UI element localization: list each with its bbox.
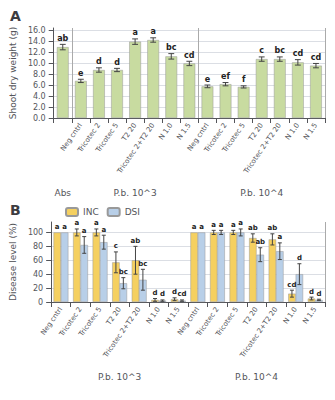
svg-text:DSI: DSI [125, 207, 140, 217]
svg-text:cd: cd [177, 290, 186, 298]
svg-text:Neg cntrl: Neg cntrl [39, 305, 65, 337]
svg-text:ab: ab [268, 224, 278, 232]
svg-text:cd: cd [287, 281, 296, 289]
svg-text:100: 100 [28, 228, 43, 237]
svg-text:e: e [78, 69, 84, 78]
svg-text:T2 20: T2 20 [246, 122, 265, 144]
svg-text:a: a [211, 221, 216, 229]
svg-text:d: d [96, 57, 102, 66]
svg-text:Shoot dry weight (g): Shoot dry weight (g) [8, 27, 18, 119]
svg-text:bc: bc [119, 268, 128, 276]
svg-text:ab: ab [57, 34, 68, 43]
svg-text:T2 20: T2 20 [104, 306, 123, 328]
svg-text:a: a [219, 221, 224, 229]
svg-text:a: a [74, 219, 79, 227]
svg-text:cd: cd [293, 49, 304, 58]
svg-text:Tricotec 2+T2 20: Tricotec 2+T2 20 [115, 122, 156, 176]
svg-text:N 1.5: N 1.5 [302, 122, 319, 142]
svg-text:ab: ab [248, 224, 258, 232]
svg-text:4.0: 4.0 [33, 92, 46, 101]
svg-text:N 1.0: N 1.0 [284, 122, 301, 142]
svg-text:Tricotec 2+T2 20: Tricotec 2+T2 20 [238, 306, 279, 360]
svg-text:c: c [114, 242, 118, 250]
svg-text:d: d [172, 288, 177, 296]
svg-text:a: a [277, 233, 282, 241]
svg-text:Tricotec 2+T2 20: Tricotec 2+T2 20 [242, 122, 283, 176]
svg-text:bc: bc [275, 46, 286, 55]
svg-text:80: 80 [33, 242, 43, 251]
svg-text:12.0: 12.0 [28, 48, 46, 57]
svg-text:Neg cntrl: Neg cntrl [59, 121, 85, 153]
svg-text:d: d [114, 58, 120, 67]
svg-text:d: d [153, 289, 158, 297]
svg-text:f: f [242, 75, 246, 84]
svg-text:P.b. 10^4: P.b. 10^4 [235, 372, 278, 382]
svg-text:cd: cd [184, 51, 195, 60]
svg-text:40: 40 [33, 270, 43, 279]
svg-text:ab: ab [131, 237, 141, 245]
svg-text:N 1.0: N 1.0 [145, 306, 162, 326]
svg-text:Tricotec 5: Tricotec 5 [94, 122, 121, 155]
svg-text:Tricotec 2: Tricotec 2 [57, 305, 84, 338]
svg-text:10.0: 10.0 [28, 59, 46, 68]
svg-text:a: a [62, 223, 67, 231]
svg-text:0: 0 [38, 298, 43, 307]
svg-text:d: d [309, 288, 314, 296]
svg-text:e: e [205, 75, 211, 84]
svg-text:Tricotec 2+T2 20: Tricotec 2+T2 20 [101, 306, 142, 360]
svg-text:6.0: 6.0 [33, 81, 46, 90]
svg-text:Tricotec 2: Tricotec 2 [76, 121, 103, 154]
svg-text:a: a [132, 28, 137, 37]
svg-text:Disease level (%): Disease level (%) [8, 223, 18, 301]
svg-text:a: a [238, 219, 243, 227]
svg-text:a: a [199, 223, 204, 231]
svg-text:Abs: Abs [54, 188, 71, 198]
svg-text:a: a [94, 219, 99, 227]
svg-text:N 1.5: N 1.5 [175, 122, 192, 142]
svg-text:a: a [192, 223, 197, 231]
svg-text:INC: INC [83, 207, 99, 217]
svg-text:ab: ab [255, 238, 265, 246]
svg-text:N 1.5: N 1.5 [301, 306, 318, 326]
svg-text:N 1.0: N 1.0 [157, 122, 174, 142]
svg-text:cd: cd [311, 53, 322, 62]
svg-text:a: a [150, 27, 155, 36]
svg-text:N 1.5: N 1.5 [164, 306, 181, 326]
svg-text:Neg cntrl: Neg cntrl [185, 121, 211, 153]
svg-text:a: a [101, 226, 106, 234]
svg-text:bc: bc [166, 43, 177, 52]
svg-text:Tricotec 5: Tricotec 5 [214, 306, 241, 339]
svg-text:Tricotec 5: Tricotec 5 [77, 306, 104, 339]
svg-text:d: d [160, 290, 165, 298]
svg-text:bc: bc [138, 260, 147, 268]
svg-text:14.0: 14.0 [28, 37, 46, 46]
svg-text:d: d [316, 290, 321, 298]
svg-text:8.0: 8.0 [33, 70, 46, 79]
svg-text:a: a [55, 223, 60, 231]
svg-text:B: B [10, 202, 21, 218]
svg-text:Tricotec 2: Tricotec 2 [202, 121, 229, 154]
svg-text:Neg cntrl: Neg cntrl [176, 305, 202, 337]
svg-text:a: a [231, 221, 236, 229]
svg-text:d: d [297, 254, 302, 262]
svg-text:20: 20 [33, 284, 43, 293]
svg-text:N 1.0: N 1.0 [282, 306, 299, 326]
svg-text:P.b. 10^3: P.b. 10^3 [98, 372, 141, 382]
svg-text:P.b. 10^4: P.b. 10^4 [240, 188, 283, 198]
svg-text:Tricotec 2: Tricotec 2 [194, 305, 221, 338]
svg-text:0.0: 0.0 [33, 114, 46, 123]
svg-text:Tricotec 5: Tricotec 5 [220, 122, 247, 155]
svg-text:16.0: 16.0 [28, 26, 46, 35]
svg-text:T2 20: T2 20 [241, 306, 260, 328]
svg-text:A: A [10, 8, 21, 24]
svg-text:60: 60 [33, 256, 43, 265]
svg-text:2.0: 2.0 [33, 103, 46, 112]
svg-text:c: c [259, 46, 264, 55]
svg-text:P.b. 10^3: P.b. 10^3 [114, 188, 157, 198]
svg-text:T2 20: T2 20 [120, 122, 139, 144]
svg-text:a: a [82, 227, 87, 235]
svg-text:ef: ef [221, 72, 230, 81]
